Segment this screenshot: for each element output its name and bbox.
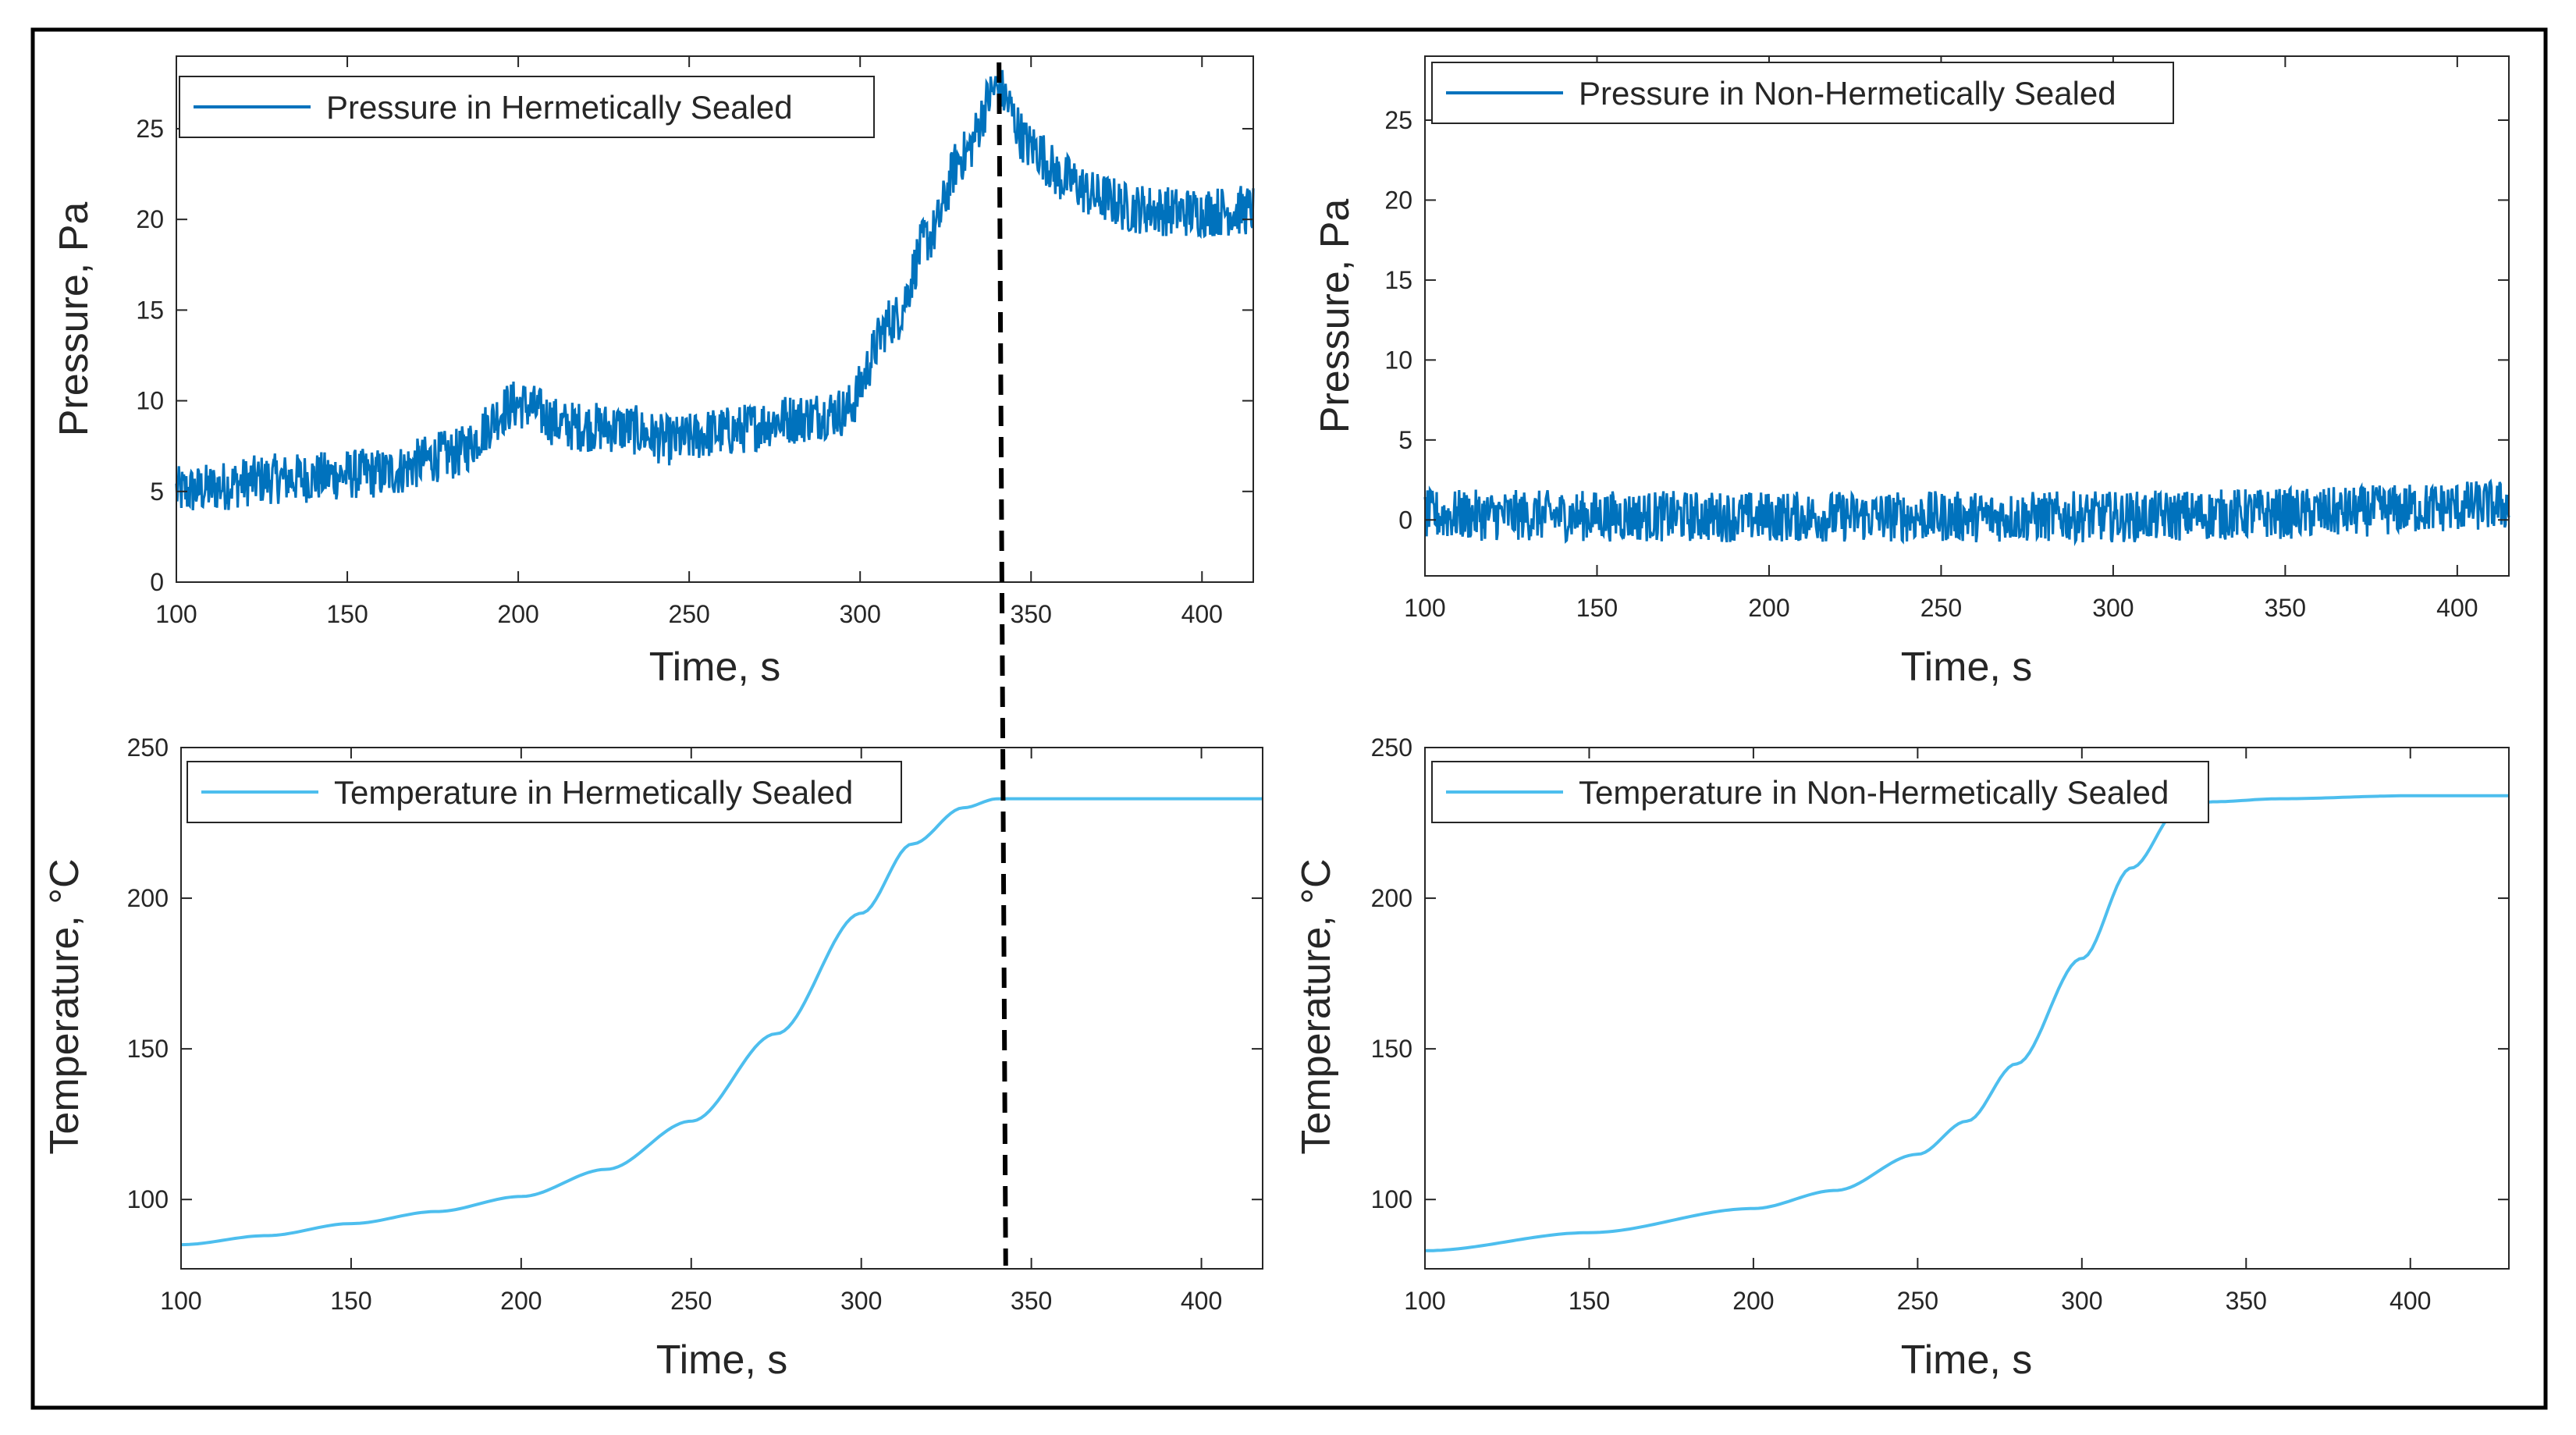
x-axis-title: Time, s <box>656 1337 788 1383</box>
legend-label: Pressure in Hermetically Sealed <box>326 89 793 126</box>
x-tick-label: 300 <box>839 600 880 628</box>
figure-frame <box>30 27 2548 1410</box>
axes-box <box>1424 747 2510 1270</box>
legend-label: Pressure in Non-Hermetically Sealed <box>1579 75 2116 112</box>
y-tick-label: 25 <box>1384 106 1412 134</box>
panel-pressure-hermetic: 100 150 200 250 300 350 400 0 5 10 15 20 25 Pressure… <box>52 55 1255 690</box>
y-tick-label: 15 <box>136 296 164 324</box>
panel-temperature-hermetic-ticks: 100 150 200 250 300 350 400 100 150 200 250 <box>127 733 1263 1315</box>
marker-dashed-line <box>997 62 1008 1266</box>
panel-temperature-non-hermetic-legend: Temperature in Non-Hermetically Sealed <box>1431 761 2209 823</box>
panel-pressure-non-hermetic-ticks: 100 150 200 250 300 350 400 0 5 10 15 20 25 <box>1384 55 2510 622</box>
panel-pressure-non-hermetic: 100 150 200 250 300 350 400 0 5 10 15 20 25 Pressure… <box>1313 55 2510 690</box>
y-tick-label: 200 <box>127 884 169 912</box>
x-tick-label: 250 <box>1897 1287 1938 1315</box>
series-line-0 <box>180 797 1263 1247</box>
y-tick-label: 0 <box>150 568 164 596</box>
panel-pressure-hermetic-ticks: 100 150 200 250 300 350 400 0 5 10 15 20 25 <box>136 55 1254 628</box>
y-tick-label: 0 <box>1398 506 1412 534</box>
x-tick-label: 100 <box>160 1287 201 1315</box>
x-tick-label: 300 <box>2092 594 2134 622</box>
y-tick-label: 200 <box>1371 884 1412 912</box>
y-axis-title: Temperature, °C <box>42 858 87 1154</box>
x-tick-label: 300 <box>2061 1287 2102 1315</box>
x-tick-label: 100 <box>1404 1287 1445 1315</box>
y-axis-title: Pressure, Pa <box>52 202 97 437</box>
y-tick-label: 15 <box>1384 266 1412 294</box>
y-tick-label: 10 <box>1384 346 1412 374</box>
x-tick-label: 100 <box>1404 594 1445 622</box>
y-tick-label: 100 <box>127 1185 169 1213</box>
x-tick-label: 250 <box>1920 594 1962 622</box>
x-tick-label: 350 <box>2226 1287 2267 1315</box>
x-tick-label: 350 <box>2265 594 2306 622</box>
x-tick-label: 150 <box>1569 1287 1610 1315</box>
panel-temperature-hermetic: 100 150 200 250 300 350 400 100 150 200 250 Temper… <box>42 733 1263 1383</box>
x-tick-label: 300 <box>840 1287 882 1315</box>
y-axis-title: Temperature, °C <box>1294 858 1339 1154</box>
panel-pressure-non-hermetic-legend: Pressure in Non-Hermetically Sealed <box>1431 62 2174 124</box>
legend-label: Temperature in Non-Hermetically Sealed <box>1579 774 2169 811</box>
panel-temperature-non-hermetic: 100 150 200 250 300 350 400 100 150 200 250 Temper… <box>1294 733 2510 1383</box>
x-tick-label: 250 <box>668 600 709 628</box>
axes-box <box>180 747 1263 1270</box>
x-axis-title: Time, s <box>1901 645 2033 690</box>
x-tick-label: 400 <box>1181 600 1223 628</box>
panel-temperature-hermetic-series <box>180 797 1263 1247</box>
axes-box <box>176 55 1254 583</box>
x-tick-label: 400 <box>2389 1287 2431 1315</box>
y-tick-label: 5 <box>150 478 164 506</box>
panel-temperature-non-hermetic-series <box>1425 794 2509 1252</box>
x-tick-label: 250 <box>670 1287 712 1315</box>
x-axis-title: Time, s <box>1901 1337 2033 1383</box>
x-tick-label: 150 <box>330 1287 371 1315</box>
panel-pressure-hermetic-series <box>175 68 1255 510</box>
x-tick-label: 100 <box>155 600 197 628</box>
y-tick-label: 250 <box>1371 733 1412 762</box>
x-tick-label: 400 <box>1181 1287 1222 1315</box>
x-tick-label: 200 <box>497 600 538 628</box>
y-tick-label: 250 <box>127 733 169 762</box>
x-axis-title: Time, s <box>649 645 781 690</box>
x-tick-label: 350 <box>1011 600 1052 628</box>
y-tick-label: 100 <box>1371 1185 1412 1213</box>
x-tick-label: 200 <box>1748 594 1789 622</box>
y-tick-label: 20 <box>136 205 164 233</box>
panel-temperature-non-hermetic-ticks: 100 150 200 250 300 350 400 100 150 200 250 <box>1371 733 2510 1315</box>
x-tick-label: 150 <box>1576 594 1618 622</box>
y-tick-label: 150 <box>127 1035 169 1063</box>
x-tick-label: 400 <box>2436 594 2478 622</box>
panel-pressure-non-hermetic-series <box>1423 478 2510 547</box>
x-tick-label: 200 <box>1732 1287 1774 1315</box>
series-line-0 <box>175 68 1255 510</box>
axes-box <box>1424 55 2510 577</box>
series-line-0 <box>1423 478 2510 547</box>
y-tick-label: 150 <box>1371 1035 1412 1063</box>
y-tick-label: 25 <box>136 115 164 143</box>
panel-pressure-hermetic-legend: Pressure in Hermetically Sealed <box>179 76 875 138</box>
y-tick-label: 10 <box>136 387 164 415</box>
panel-temperature-hermetic-legend: Temperature in Hermetically Sealed <box>187 761 902 823</box>
x-tick-label: 350 <box>1011 1287 1052 1315</box>
x-tick-label: 200 <box>500 1287 542 1315</box>
y-tick-label: 5 <box>1398 426 1412 454</box>
y-axis-title: Pressure, Pa <box>1313 199 1358 434</box>
x-tick-label: 150 <box>326 600 368 628</box>
series-line-0 <box>1425 794 2509 1252</box>
legend-label: Temperature in Hermetically Sealed <box>334 774 853 811</box>
y-tick-label: 20 <box>1384 186 1412 214</box>
